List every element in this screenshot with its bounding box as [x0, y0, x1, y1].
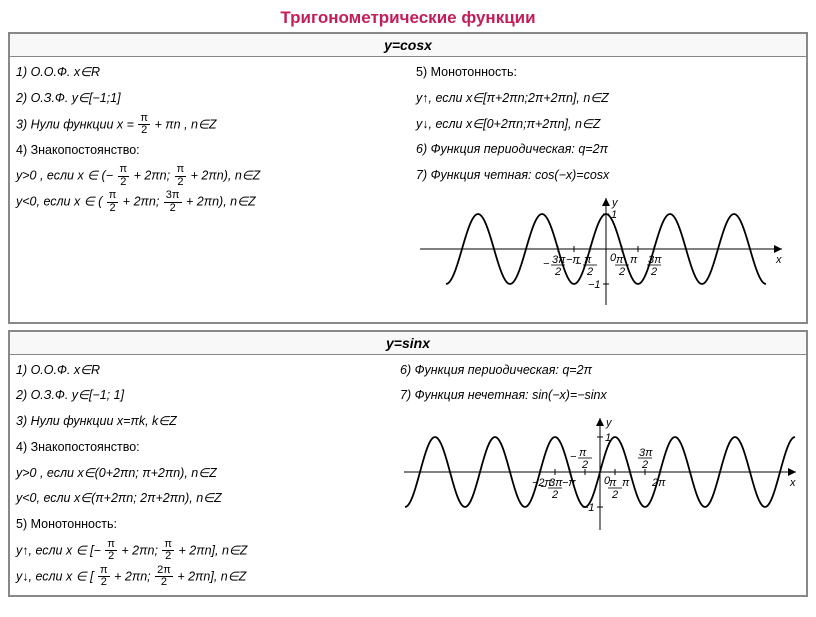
svg-text:−: − [540, 481, 547, 493]
svg-text:3π: 3π [639, 447, 653, 459]
svg-text:π: π [579, 447, 587, 459]
sin-r1: 6) Функция периодическая: q=2π [400, 359, 800, 383]
svg-text:π: π [616, 254, 624, 266]
sin-l8: y↑, если x ∈ [− π2 + 2πn; π2 + 2πn], n∈Z [16, 539, 384, 563]
cos-r5: 7) Функция четная: cos(−x)=cosx [416, 164, 800, 188]
sin-chart-svg: xy1−10−2π−3π2−π−π2π2π3π22π [400, 414, 800, 534]
sin-left-col: 1) О.О.Ф. x∈R 2) О.З.Ф. y∈[−1; 1] 3) Нул… [16, 359, 392, 591]
sin-l6: y<0, если x∈(π+2πn; 2π+2πn), n∈Z [16, 487, 384, 511]
sin-right-col: 6) Функция периодическая: q=2π 7) Функци… [392, 359, 800, 591]
cos-l5: y>0 , если x ∈ (− π2 + 2πn; π2 + 2πn), n… [16, 164, 400, 188]
svg-text:−: − [575, 258, 582, 270]
cos-header: y=cosx [10, 34, 806, 57]
svg-text:−: − [543, 258, 550, 270]
svg-text:2: 2 [581, 459, 588, 471]
cos-l1: 1) О.О.Ф. x∈R [16, 61, 400, 85]
cos-r4: 6) Функция периодическая: q=2π [416, 138, 800, 162]
svg-text:2: 2 [641, 459, 648, 471]
svg-text:2π: 2π [651, 477, 666, 489]
svg-text:π: π [609, 477, 617, 489]
svg-text:2: 2 [554, 266, 561, 278]
svg-text:2: 2 [618, 266, 625, 278]
svg-text:π: π [584, 254, 592, 266]
svg-text:x: x [775, 254, 782, 266]
sin-panel: y=sinx 1) О.О.Ф. x∈R 2) О.З.Ф. y∈[−1; 1]… [8, 330, 808, 597]
cos-l4: 4) Знакопостоянство: [16, 139, 400, 163]
sin-l1: 1) О.О.Ф. x∈R [16, 359, 384, 383]
svg-text:−1: −1 [588, 279, 601, 291]
sin-l9: y↓, если x ∈ [ π2 + 2πn; 2π2 + 2πn], n∈Z [16, 565, 384, 589]
cos-l6: y<0, если x ∈ ( π2 + 2πn; 3π2 + 2πn), n∈… [16, 190, 400, 214]
cos-l2: 2) О.З.Ф. y∈[−1;1] [16, 87, 400, 111]
svg-text:2: 2 [586, 266, 593, 278]
svg-text:x: x [789, 477, 796, 489]
svg-text:y: y [611, 197, 619, 209]
svg-text:2: 2 [650, 266, 657, 278]
sin-l3: 3) Нули функции x=πk, k∈Z [16, 410, 384, 434]
page-title: Тригонометрические функции [8, 8, 808, 28]
cos-r3: y↓, если x∈[0+2πn;π+2πn], n∈Z [416, 113, 800, 137]
sin-chart: xy1−10−2π−3π2−π−π2π2π3π22π [400, 414, 800, 543]
sin-r2: 7) Функция нечетная: sin(−x)=−sinx [400, 384, 800, 408]
svg-text:y: y [605, 417, 613, 429]
svg-text:π: π [630, 254, 638, 266]
sin-l5: y>0 , если x∈(0+2πn; π+2πn), n∈Z [16, 462, 384, 486]
svg-text:π: π [622, 477, 630, 489]
svg-text:−: − [570, 451, 577, 463]
svg-text:3π: 3π [648, 254, 662, 266]
cos-l3: 3) Нули функции x = π2 + πn , n∈Z [16, 113, 400, 137]
svg-text:−π: −π [562, 477, 576, 489]
cos-left-col: 1) О.О.Ф. x∈R 2) О.З.Ф. y∈[−1;1] 3) Нули… [16, 61, 408, 318]
sin-l2: 2) О.З.Ф. y∈[−1; 1] [16, 384, 384, 408]
svg-text:2: 2 [611, 489, 618, 501]
sin-l4: 4) Знакопостоянство: [16, 436, 384, 460]
cos-chart: xy1−10−3π2−π−π2π2π3π2 [416, 194, 800, 318]
svg-text:2: 2 [551, 489, 558, 501]
cos-r2: y↑, если x∈[π+2πn;2π+2πn], n∈Z [416, 87, 800, 111]
svg-text:3π: 3π [549, 477, 563, 489]
cos-chart-svg: xy1−10−3π2−π−π2π2π3π2 [416, 194, 786, 309]
sin-l7: 5) Монотонность: [16, 513, 384, 537]
svg-text:3π: 3π [552, 254, 566, 266]
cos-right-col: 5) Монотонность: y↑, если x∈[π+2πn;2π+2π… [408, 61, 800, 318]
cos-panel: y=cosx 1) О.О.Ф. x∈R 2) О.З.Ф. y∈[−1;1] … [8, 32, 808, 324]
cos-r1: 5) Монотонность: [416, 61, 800, 85]
sin-header: y=sinx [10, 332, 806, 355]
